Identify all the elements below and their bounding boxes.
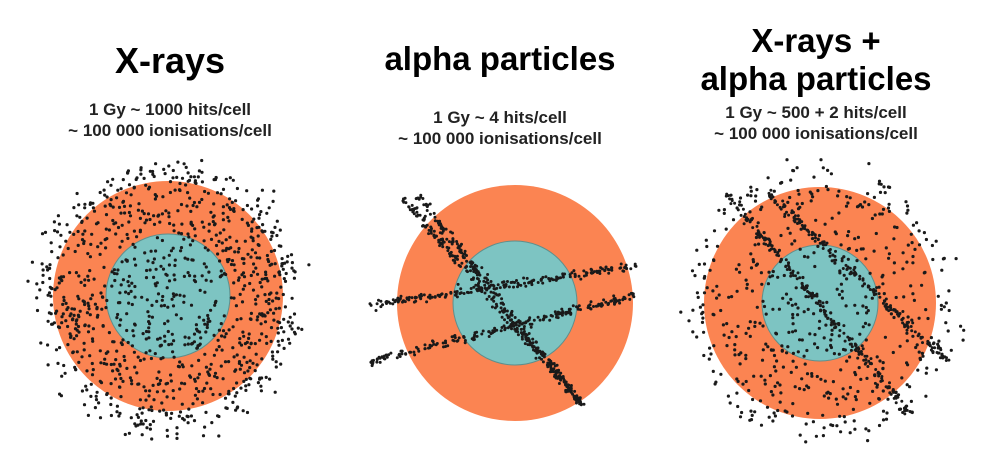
dose-label: 1 Gy ~ 1000 hits/cell <box>88 100 252 119</box>
dose-label: 1 Gy ~ 500 + 2 hits/cell <box>725 103 907 122</box>
cell-diagram-xrays <box>26 158 311 441</box>
ionisation-label: ~ 100 000 ionisations/cell <box>398 129 602 148</box>
ionisation-dots <box>26 158 311 441</box>
panel-alpha: alpha particles 1 Gy ~ 4 hits/cell ~ 100… <box>330 0 670 459</box>
ionisation-label: ~ 100 000 ionisations/cell <box>714 124 918 143</box>
panel-title-line-2: alpha particles <box>700 60 932 97</box>
ionisation-dots <box>679 158 966 444</box>
panel-mixed: X-rays + alpha particles 1 Gy ~ 500 + 2 … <box>646 0 986 459</box>
cell-diagram-alpha <box>368 185 638 421</box>
panel-title-line-1: X-rays + <box>751 22 881 59</box>
alpha-track <box>369 291 636 368</box>
alpha-track <box>414 193 583 407</box>
dose-label: 1 Gy ~ 4 hits/cell <box>433 108 567 127</box>
alpha-track <box>368 262 638 312</box>
alpha-track <box>724 192 914 416</box>
nucleus-circle <box>105 233 231 359</box>
panel-xrays: X-rays 1 Gy ~ 1000 hits/cell ~ 100 000 i… <box>0 0 340 459</box>
ionisation-label: ~ 100 000 ionisations/cell <box>68 121 272 140</box>
panel-title: X-rays <box>114 40 226 81</box>
alpha-track <box>767 188 951 362</box>
nucleus-circle <box>452 240 578 366</box>
panel-title: alpha particles <box>384 40 616 77</box>
cell-diagram-mixed <box>679 158 966 444</box>
